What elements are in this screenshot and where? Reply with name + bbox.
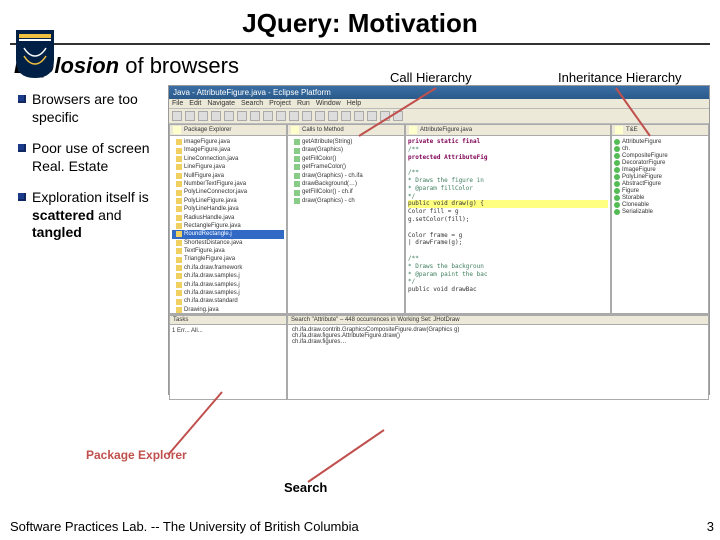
package-explorer-pane: Package Explorer imageFigure.javaImageFi…	[169, 124, 287, 314]
footer: Software Practices Lab. -- The Universit…	[10, 519, 359, 534]
eclipse-screenshot: Java - AttributeFigure.java - Eclipse Pl…	[168, 85, 710, 395]
search-results-pane: Search "Attribute" – 448 occurrences in …	[287, 315, 709, 400]
call-hierarchy-pane: Calls to Method getAttribute(String)draw…	[287, 124, 405, 314]
menubar: FileEditNavigateSearchProjectRunWindowHe…	[169, 99, 709, 109]
inheritance-hierarchy-pane: T&E AttributeFigurech.CompositeFigureDec…	[611, 124, 709, 314]
window-title: Java - AttributeFigure.java - Eclipse Pl…	[169, 86, 709, 99]
callout-call-hierarchy: Call Hierarchy	[390, 70, 472, 85]
code-editor-pane: AttributeFigure.java private static fina…	[405, 124, 611, 314]
page-number: 3	[707, 519, 714, 534]
bullet-list: Browsers are too specificPoor use of scr…	[10, 85, 168, 395]
callout-inheritance-hierarchy: Inheritance Hierarchy	[558, 70, 682, 85]
toolbar	[169, 109, 709, 124]
ubc-logo	[14, 28, 56, 80]
callout-search: Search	[284, 480, 327, 495]
slide-title: JQuery: Motivation	[0, 0, 720, 43]
callout-package-explorer: Package Explorer	[86, 448, 187, 462]
tasks-pane: Tasks 1 Err... All...	[169, 315, 287, 400]
